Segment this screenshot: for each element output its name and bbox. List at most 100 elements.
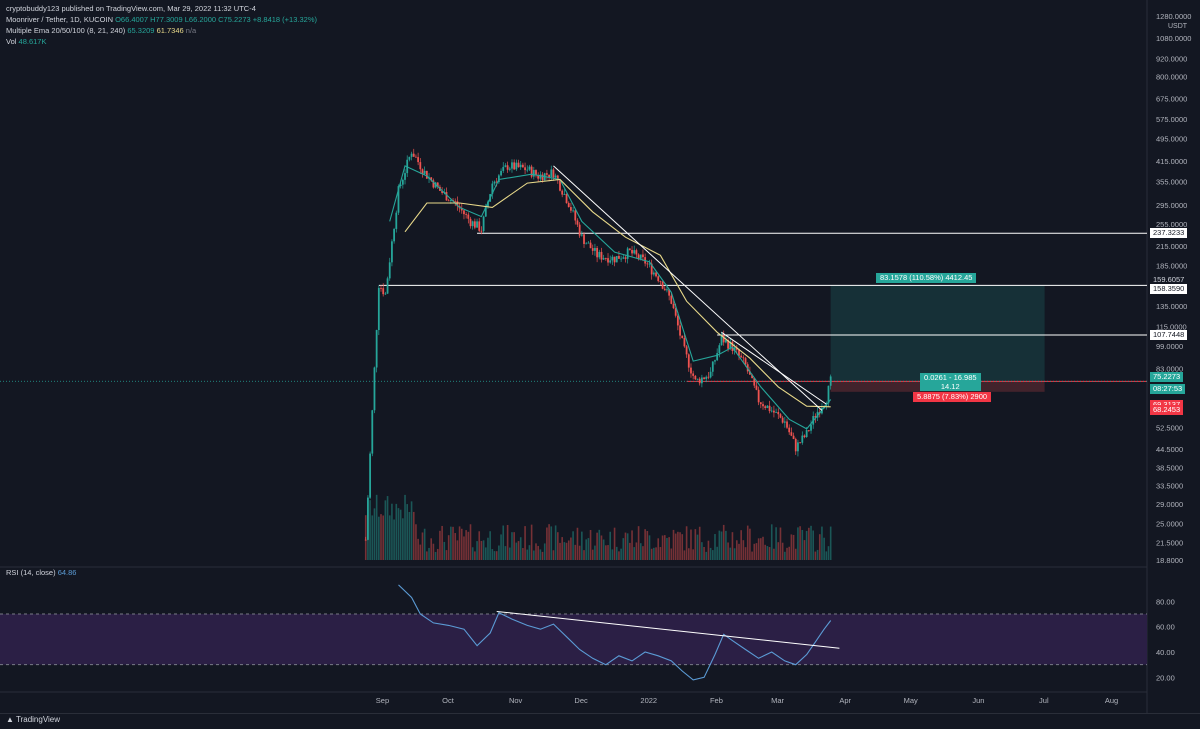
volume-bar xyxy=(522,548,524,560)
volume-bar xyxy=(474,551,476,560)
price-tick-label: 1280.0000 xyxy=(1156,12,1191,21)
volume-bar xyxy=(714,534,716,560)
volume-bar xyxy=(491,549,494,560)
candle-body xyxy=(519,164,522,168)
candle-body xyxy=(508,168,511,170)
ohlc-change: +8.8418 (+13.32%) xyxy=(252,15,317,24)
price-label-countdown: 08:27:53 xyxy=(1150,384,1186,395)
candle-body xyxy=(757,389,760,403)
volume-bar xyxy=(631,530,633,560)
candle-body xyxy=(476,221,478,228)
volume-bar xyxy=(454,533,457,560)
volume-bar xyxy=(738,543,740,560)
volume-bar xyxy=(736,540,738,560)
time-tick-label: Oct xyxy=(442,696,455,705)
candle-body xyxy=(528,166,531,170)
volume-bar xyxy=(762,536,764,560)
candle-body xyxy=(681,335,684,339)
candle-body xyxy=(594,247,596,251)
volume-bar xyxy=(467,531,470,560)
candle-body xyxy=(487,201,489,207)
volume-bar xyxy=(559,542,561,560)
volume-bar xyxy=(781,542,784,560)
candle-body xyxy=(714,360,716,362)
volume-bar xyxy=(648,535,651,560)
rsi-indicator-name[interactable]: RSI (14, close) xyxy=(6,568,56,577)
volume-bar xyxy=(393,519,395,560)
candle-body xyxy=(742,357,745,359)
volume-bar xyxy=(441,525,443,560)
position-center-line1: 0.0261 - 16.985 xyxy=(924,373,977,382)
candle-body xyxy=(467,214,470,219)
volume-bar xyxy=(458,526,461,560)
volume-bar xyxy=(589,529,592,560)
volume-bar xyxy=(528,545,531,560)
volume-bar xyxy=(692,549,694,560)
volume-bar xyxy=(635,542,638,560)
candle-body xyxy=(449,200,452,202)
candle-body xyxy=(639,254,642,259)
candle-body xyxy=(709,371,712,378)
candle-body xyxy=(803,435,806,438)
volume-bar xyxy=(655,547,657,560)
candle-body xyxy=(463,210,465,215)
volume-bar xyxy=(674,533,677,560)
candle-body xyxy=(753,378,756,386)
volume-bar xyxy=(373,508,376,560)
price-tick-label: 25.0000 xyxy=(1156,519,1183,528)
ema-value-slow: 61.7346 xyxy=(156,26,184,35)
volume-indicator-name[interactable]: Vol xyxy=(6,37,17,46)
candle-body xyxy=(484,206,487,217)
candle-body xyxy=(692,373,695,376)
candle-body xyxy=(567,203,570,208)
volume-bar xyxy=(430,538,433,560)
candle-body xyxy=(801,435,804,443)
volume-bar xyxy=(421,532,424,560)
tradingview-logo[interactable]: ▲ TradingView xyxy=(6,715,60,724)
candle-body xyxy=(604,258,607,259)
volume-bar xyxy=(659,547,662,560)
volume-bar xyxy=(530,524,533,560)
candle-body xyxy=(613,256,616,263)
candle-body xyxy=(738,349,740,356)
ohlc-low: L66.2000 xyxy=(184,15,217,24)
volume-bar xyxy=(583,550,585,560)
volume-bar xyxy=(395,503,398,560)
candle-body xyxy=(783,421,786,423)
candle-body xyxy=(790,432,793,436)
volume-bar xyxy=(611,549,614,560)
volume-bar xyxy=(504,546,507,560)
candle-body xyxy=(367,497,369,540)
candle-body xyxy=(388,262,391,279)
candle-body xyxy=(759,402,762,405)
position-center-label[interactable]: 0.0261 - 16.985 14.12 xyxy=(920,373,981,391)
candle-body xyxy=(633,250,636,254)
volume-bar xyxy=(539,549,542,560)
volume-bar xyxy=(417,538,419,560)
volume-bar xyxy=(749,528,751,560)
symbol-title: Moonriver / Tether, 1D, KUCOIN xyxy=(6,15,113,24)
tradingview-logo-icon: ▲ xyxy=(6,715,14,724)
candle-body xyxy=(797,442,799,452)
ema-indicator-name[interactable]: Multiple Ema 20/50/100 (8, 21, 240) xyxy=(6,26,126,35)
chart-canvas[interactable]: 1280.0000 1080.0000 920.0000 800.0000 675.00… xyxy=(0,0,1200,713)
rsi-band xyxy=(0,614,1147,665)
price-tick-label: 18.8000 xyxy=(1156,556,1183,565)
ohlc-close: C75.2273 xyxy=(218,15,251,24)
price-tick-label: 355.0000 xyxy=(1156,177,1187,186)
candle-body xyxy=(672,303,675,309)
volume-bar xyxy=(650,548,653,560)
volume-bar xyxy=(426,551,428,560)
candle-body xyxy=(521,164,524,168)
price-tick-label: 29.0000 xyxy=(1156,500,1183,509)
volume-bar xyxy=(823,537,825,560)
rsi-tick-label: 80.00 xyxy=(1156,597,1175,606)
candle-body xyxy=(399,184,402,187)
candle-body xyxy=(740,355,743,358)
price-tick-label: 115.0000 xyxy=(1156,323,1187,332)
candle-body xyxy=(480,230,483,232)
candle-body xyxy=(729,341,732,349)
volume-bar xyxy=(605,545,607,560)
candle-body xyxy=(500,170,502,176)
candle-body xyxy=(397,186,400,213)
